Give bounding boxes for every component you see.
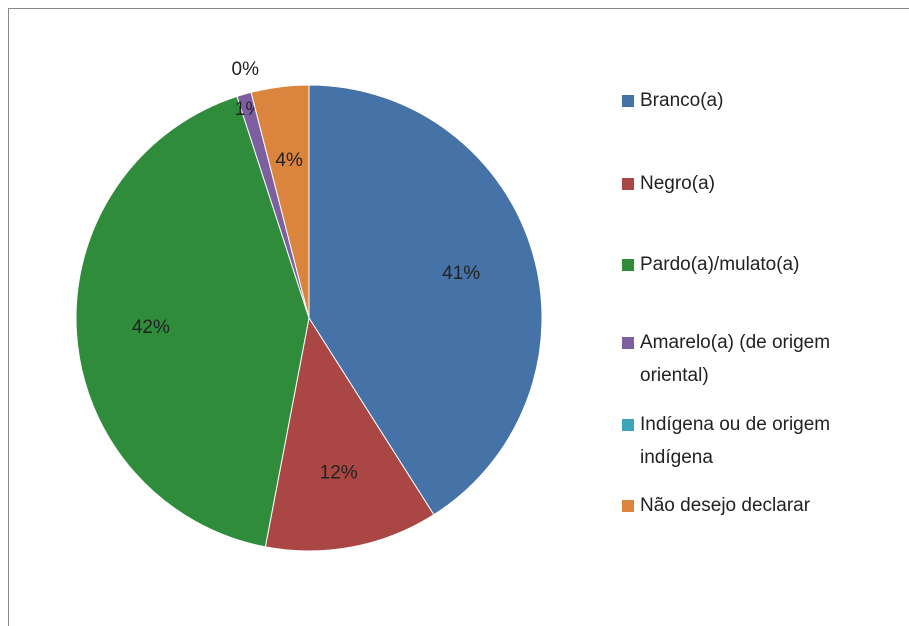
legend-label: Negro(a): [640, 173, 715, 194]
legend-swatch: [622, 95, 634, 107]
data-label: 41%: [442, 263, 480, 284]
legend-swatch: [622, 500, 634, 512]
legend-swatch: [622, 337, 634, 349]
data-label: 4%: [275, 150, 303, 171]
pie-slice: [308, 84, 543, 516]
legend-label: Indígena ou de origem indígena: [640, 414, 830, 468]
legend-label: Pardo(a)/mulato(a): [640, 254, 799, 275]
legend-swatch: [622, 259, 634, 271]
legend-label: Branco(a): [640, 90, 723, 111]
pie-slice: [75, 95, 310, 548]
legend-label: Não desejo declarar: [640, 495, 811, 516]
data-label: 12%: [320, 463, 358, 484]
legend-swatch: [622, 178, 634, 190]
legend-label: Amarelo(a) (de origem oriental): [640, 332, 830, 386]
pie-slice: [250, 84, 310, 319]
data-label: 0%: [232, 59, 260, 80]
legend-swatch: [622, 419, 634, 431]
data-label: 42%: [132, 317, 170, 338]
pie-slice: [264, 316, 435, 552]
